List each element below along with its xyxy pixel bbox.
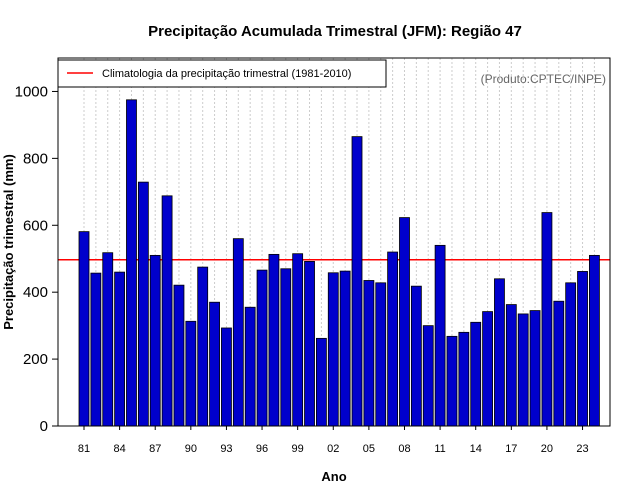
bar-1995	[244, 306, 256, 427]
bar-2016	[494, 278, 505, 427]
bar-2002	[327, 272, 339, 427]
bar-1983	[102, 252, 114, 427]
plot-frame	[57, 57, 611, 427]
bar-2011	[434, 244, 446, 427]
x-tick-label: 14	[470, 443, 482, 455]
x-axis-label: Ano	[321, 469, 346, 484]
y-tick-label: 1000	[15, 83, 48, 100]
bar-2000	[304, 261, 315, 427]
x-tick-label: 08	[398, 443, 410, 455]
bar-1996	[256, 269, 268, 427]
bar-2017	[505, 304, 517, 427]
bar-1982	[90, 272, 102, 427]
credit-text: (Produto:CPTEC/INPE)	[481, 72, 606, 86]
bar-2015	[482, 311, 493, 427]
bar-1984	[114, 271, 126, 427]
bar-1999	[292, 253, 304, 427]
bar-1997	[268, 253, 280, 427]
x-tick-label: 81	[78, 443, 90, 455]
bar-1988	[161, 195, 173, 427]
y-axis-label: Precipitação trimestral (mm)	[1, 154, 16, 330]
bar-1994	[232, 238, 244, 427]
x-tick-label: 96	[256, 443, 268, 455]
bars-group	[78, 99, 600, 427]
bar-2021	[553, 300, 565, 427]
bar-1981	[78, 231, 90, 427]
x-tick-label: 90	[185, 443, 197, 455]
x-axis: 81 84 87 90 93 96 99 02 05 08 11 14 17 20 23	[78, 426, 589, 455]
bar-1989	[173, 284, 185, 427]
bar-2014	[470, 321, 482, 427]
x-tick-label: 20	[541, 443, 553, 455]
bar-2003	[339, 270, 351, 427]
x-tick-label: 99	[292, 443, 304, 455]
y-tick-label: 600	[23, 217, 48, 234]
bar-2018	[517, 313, 529, 427]
bar-1991	[197, 266, 209, 427]
bar-2022	[565, 282, 577, 427]
bar-2007	[387, 251, 399, 427]
bar-1986	[137, 181, 149, 427]
x-tick-label: 05	[363, 443, 375, 455]
bar-1998	[280, 268, 292, 427]
x-tick-label: 23	[576, 443, 588, 455]
x-tick-label: 87	[149, 443, 161, 455]
bar-1985	[126, 99, 137, 427]
chart-title: Precipitação Acumulada Trimestral (JFM):…	[148, 23, 522, 40]
x-tick-label: 93	[220, 443, 232, 455]
bar-1993	[221, 327, 232, 427]
bar-1987	[149, 254, 161, 427]
bar-2008	[399, 217, 410, 427]
bar-2019	[529, 310, 541, 427]
bar-2001	[315, 337, 327, 427]
bar-2005	[363, 280, 375, 427]
bar-2024	[589, 254, 600, 427]
bar-2010	[422, 325, 434, 427]
bar-2009	[410, 285, 422, 427]
bar-2020	[541, 212, 553, 427]
legend: Climatologia da precipitação trimestral …	[57, 59, 387, 88]
legend-label: Climatologia da precipitação trimestral …	[102, 68, 351, 80]
x-tick-label: 17	[505, 443, 517, 455]
bar-1992	[209, 301, 220, 427]
x-tick-label: 84	[113, 443, 125, 455]
y-tick-label: 800	[23, 150, 48, 167]
bar-2013	[458, 331, 470, 427]
bar-2004	[351, 136, 363, 427]
bar-2012	[446, 335, 458, 427]
bar-1990	[185, 320, 197, 427]
x-tick-label: 11	[434, 443, 445, 455]
bar-2006	[375, 282, 387, 427]
legend-box	[57, 59, 387, 88]
y-tick-label: 400	[23, 284, 48, 301]
x-tick-label: 02	[327, 443, 339, 455]
y-tick-label: 0	[40, 418, 48, 435]
y-axis: 0 200 400 600 800 1000	[15, 83, 58, 435]
bar-2023	[577, 271, 588, 427]
y-tick-label: 200	[23, 351, 48, 368]
